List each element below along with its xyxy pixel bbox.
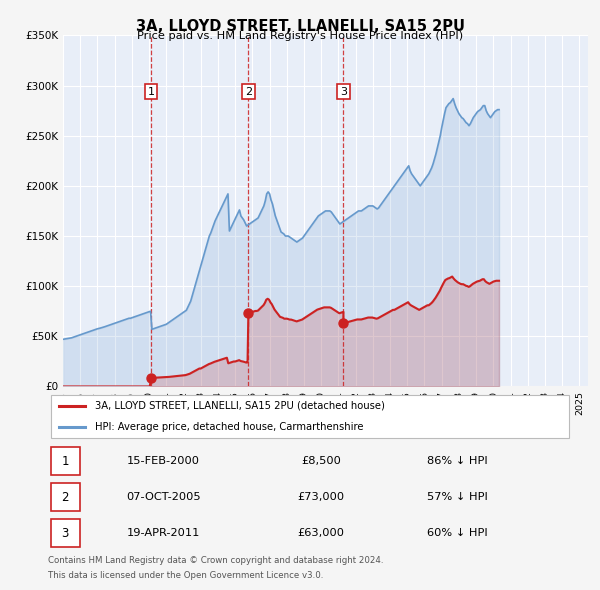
- FancyBboxPatch shape: [50, 395, 569, 438]
- Text: Price paid vs. HM Land Registry's House Price Index (HPI): Price paid vs. HM Land Registry's House …: [137, 31, 463, 41]
- Text: HPI: Average price, detached house, Carmarthenshire: HPI: Average price, detached house, Carm…: [95, 422, 364, 432]
- Text: £73,000: £73,000: [298, 492, 344, 502]
- Text: 3A, LLOYD STREET, LLANELLI, SA15 2PU (detached house): 3A, LLOYD STREET, LLANELLI, SA15 2PU (de…: [95, 401, 385, 411]
- Text: 57% ↓ HPI: 57% ↓ HPI: [427, 492, 488, 502]
- FancyBboxPatch shape: [50, 447, 79, 476]
- Text: 19-APR-2011: 19-APR-2011: [127, 528, 200, 538]
- Text: 1: 1: [61, 454, 69, 467]
- Text: 86% ↓ HPI: 86% ↓ HPI: [427, 456, 488, 466]
- Text: £63,000: £63,000: [298, 528, 344, 538]
- Text: 07-OCT-2005: 07-OCT-2005: [126, 492, 201, 502]
- Text: 2: 2: [245, 87, 252, 97]
- FancyBboxPatch shape: [50, 483, 79, 512]
- Text: This data is licensed under the Open Government Licence v3.0.: This data is licensed under the Open Gov…: [48, 571, 323, 579]
- Text: 3: 3: [61, 527, 69, 540]
- Text: Contains HM Land Registry data © Crown copyright and database right 2024.: Contains HM Land Registry data © Crown c…: [48, 556, 383, 565]
- Text: 3A, LLOYD STREET, LLANELLI, SA15 2PU: 3A, LLOYD STREET, LLANELLI, SA15 2PU: [136, 19, 464, 34]
- Text: 1: 1: [148, 87, 155, 97]
- Text: £8,500: £8,500: [301, 456, 341, 466]
- Text: 3: 3: [340, 87, 347, 97]
- Text: 60% ↓ HPI: 60% ↓ HPI: [427, 528, 488, 538]
- Text: 15-FEB-2000: 15-FEB-2000: [127, 456, 200, 466]
- FancyBboxPatch shape: [50, 519, 79, 548]
- Text: 2: 2: [61, 490, 69, 504]
